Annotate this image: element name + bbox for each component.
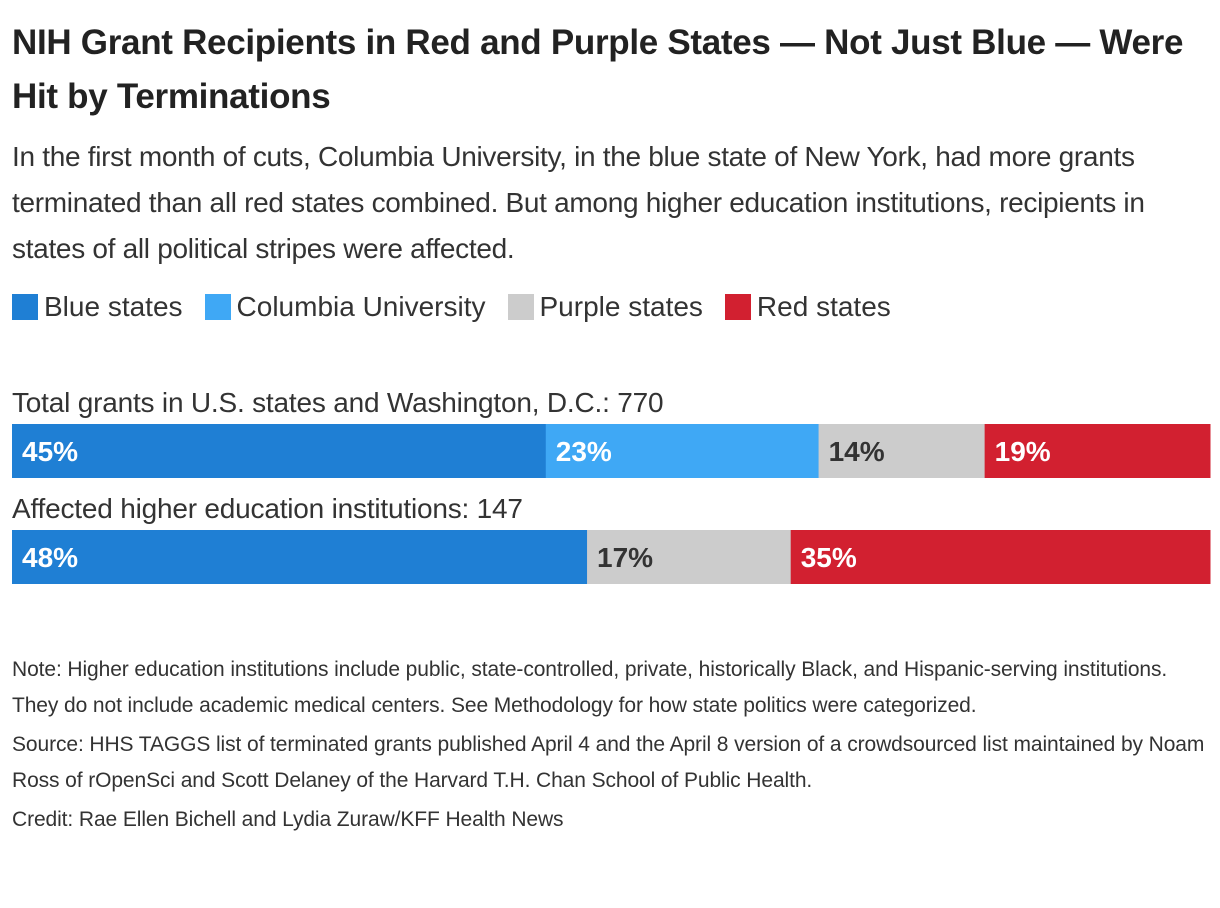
bar-rows: Total grants in U.S. states and Washingt… [12, 382, 1211, 584]
bar-total-grants: 45% 23% 14% 19% [12, 424, 1211, 478]
bar-label-blue-states: 48% [22, 542, 78, 573]
bar-label-purple-states: 14% [829, 436, 885, 467]
bar-segment-red-states [984, 424, 1211, 478]
chart-notes: Note: Higher education institutions incl… [12, 652, 1210, 842]
legend-swatch-red-states [724, 294, 751, 320]
bar-segment-purple-states [818, 424, 986, 478]
bar-segment-purple-states [587, 530, 792, 584]
legend-item-columbia-university: Columbia University [204, 291, 486, 323]
chart-container: NIH Grant Recipients in Red and Purple S… [12, 16, 1211, 831]
bar-higher-education: 48% 17% 35% [12, 530, 1211, 584]
bar-label-red-states: 19% [995, 436, 1051, 467]
legend-label-red-states: Red states [756, 291, 891, 322]
legend-label-blue-states: Blue states [44, 291, 183, 322]
bar-segment-blue-states [12, 530, 588, 584]
legend-swatch-blue-states [12, 294, 38, 320]
bar-label-red-states: 35% [801, 542, 857, 573]
bar-segment-red-states [790, 530, 1211, 584]
bar-segment-columbia-university [545, 424, 820, 478]
legend-item-red-states: Red states [724, 291, 891, 323]
legend-label-purple-states: Purple states [539, 291, 703, 322]
credit-text: Credit: Rae Ellen Bichell and Lydia Zura… [12, 808, 564, 831]
legend-label-columbia-university: Columbia University [236, 291, 486, 322]
legend-swatch-columbia-university [204, 294, 231, 320]
note-text: Note: Higher education institutions incl… [12, 658, 1168, 717]
legend: Blue states Columbia University Purple s… [12, 288, 1210, 326]
legend-item-blue-states: Blue states [12, 291, 183, 323]
row-label-higher-education: Affected higher education institutions: … [12, 493, 523, 524]
legend-item-purple-states: Purple states [507, 291, 703, 323]
bar-label-columbia-university: 23% [556, 436, 612, 467]
bar-label-blue-states: 45% [22, 436, 78, 467]
bar-segment-blue-states [12, 424, 547, 478]
row-label-total-grants: Total grants in U.S. states and Washingt… [12, 387, 664, 418]
bar-label-purple-states: 17% [597, 542, 653, 573]
chart-title: NIH Grant Recipients in Red and Purple S… [12, 23, 1184, 116]
chart-subtitle: In the first month of cuts, Columbia Uni… [12, 141, 1145, 264]
source-text: Source: HHS TAGGS list of terminated gra… [12, 733, 1205, 792]
legend-swatch-purple-states [507, 294, 534, 320]
